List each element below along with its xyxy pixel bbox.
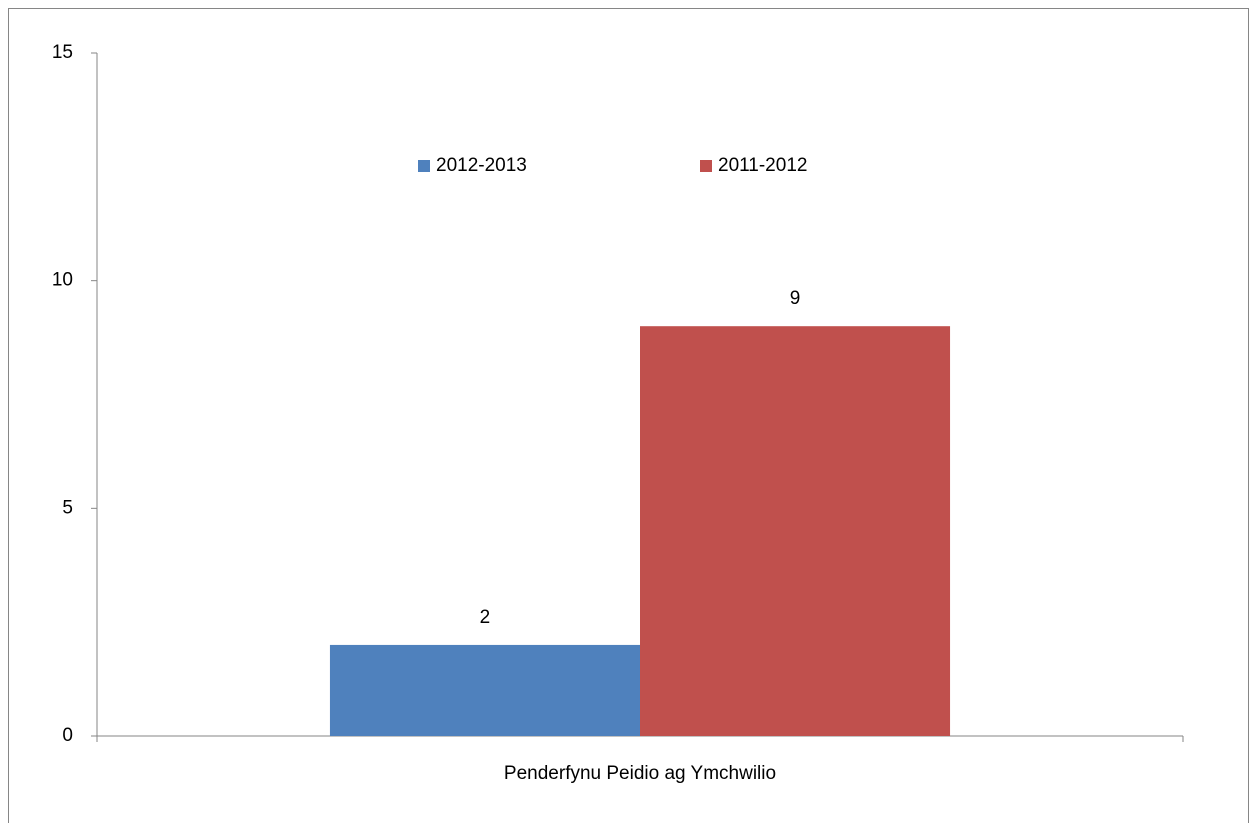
bar [329,644,640,736]
x-tick-label: Penderfynu Peidio ag Ymchwilio [504,763,776,784]
data-label: 9 [790,288,801,309]
y-tick-label: 0 [62,725,73,746]
y-tick-label: 15 [52,42,73,63]
legend-swatch [418,160,430,172]
bar [640,326,951,736]
data-label: 2 [480,607,491,628]
y-tick-label: 5 [62,497,73,518]
legend-label: 2012-2013 [436,155,527,176]
legend-label: 2011-2012 [718,155,807,176]
legend-swatch [700,160,712,172]
y-tick-label: 10 [52,270,73,291]
